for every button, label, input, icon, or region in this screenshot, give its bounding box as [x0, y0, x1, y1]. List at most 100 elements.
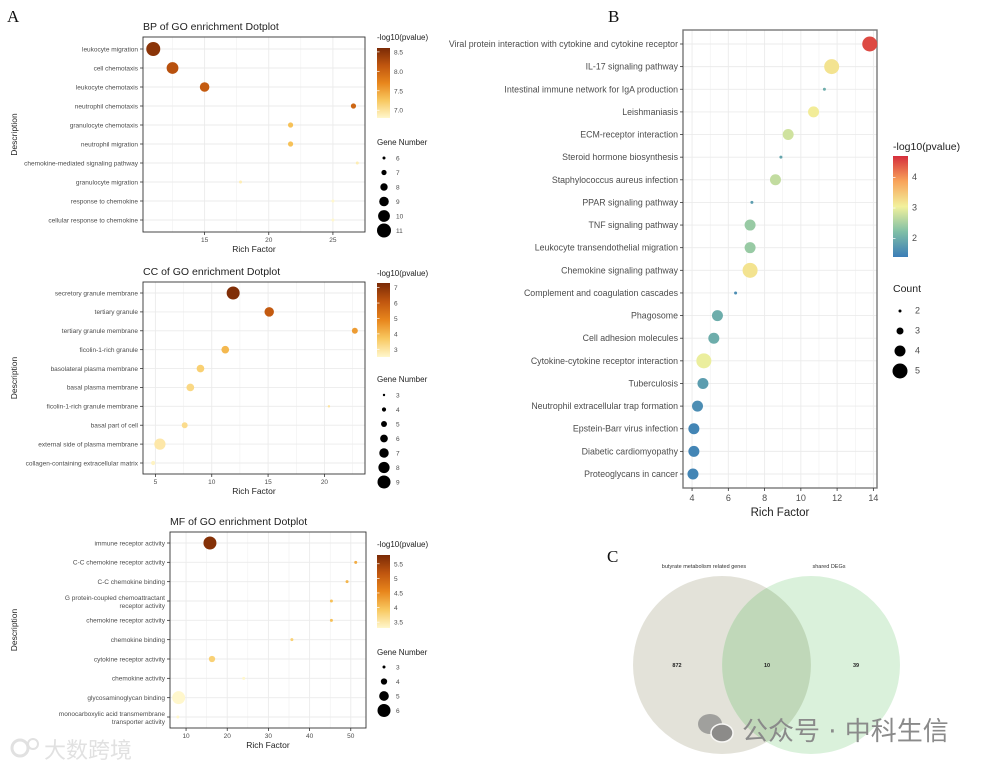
- size-legend-dot: [377, 475, 391, 489]
- y-tick-label: external side of plasma membrane: [38, 441, 138, 448]
- size-legend-dot: [380, 183, 388, 191]
- data-point: [688, 445, 700, 457]
- data-point: [154, 438, 166, 450]
- y-tick-label: chemokine-mediated signaling pathway: [24, 160, 139, 167]
- x-tick-label: 10: [208, 479, 216, 486]
- data-point: [176, 715, 180, 719]
- y-tick-label: Cytokine-cytokine receptor interaction: [531, 356, 678, 366]
- size-legend-title: Count: [893, 283, 921, 295]
- plot-panel: [683, 30, 877, 488]
- colorbar-tick-label: 2: [912, 233, 917, 243]
- dotplot-kegg: Viral protein interaction with cytokine …: [449, 29, 960, 519]
- data-point: [196, 364, 205, 373]
- y-tick-label: response to chemokine: [71, 198, 139, 205]
- y-tick-label: Leishmaniasis: [622, 107, 678, 117]
- y-tick-label: leukocyte migration: [82, 46, 138, 53]
- y-tick-label: basal plasma membrane: [67, 385, 139, 392]
- panel-letter-b: B: [608, 7, 619, 26]
- size-legend-label: 7: [396, 451, 400, 458]
- y-tick-label: secretory granule membrane: [55, 290, 138, 297]
- x-tick-label: 4: [690, 493, 695, 503]
- y-tick-label: leukocyte chemotaxis: [76, 84, 139, 91]
- data-point: [208, 655, 216, 663]
- plot-panel: [143, 282, 365, 474]
- size-legend-title: Gene Number: [377, 648, 428, 657]
- colorbar-tick-label: 4: [394, 605, 398, 612]
- plot-border: [169, 531, 367, 729]
- colorbar-tick-label: 4.5: [394, 590, 403, 597]
- size-legend-label: 4: [396, 407, 400, 414]
- y-tick-label: Cell adhesion molecules: [583, 333, 679, 343]
- y-tick-label: Diabetic cardiomyopathy: [582, 446, 679, 456]
- colorbar-tick-label: 5: [394, 576, 398, 583]
- colorbar-tick-label: 8.5: [394, 49, 403, 56]
- venn-diagram: butyrate metabolism related genes shared …: [633, 564, 900, 754]
- colorbar: [377, 48, 390, 118]
- colorbar-tick-label: 5.5: [394, 561, 403, 568]
- data-point: [290, 638, 294, 642]
- y-tick-label: granulocyte chemotaxis: [70, 122, 139, 129]
- size-legend-dot: [378, 461, 390, 474]
- color-legend-title: -log10(pvalue): [377, 540, 428, 549]
- data-point: [708, 332, 720, 344]
- data-point: [181, 422, 188, 429]
- data-point: [779, 155, 783, 159]
- y-axis-label: Description: [9, 608, 19, 651]
- size-legend-dot: [896, 327, 904, 335]
- color-legend-title: -log10(pvalue): [377, 33, 428, 42]
- size-legend-label: 2: [915, 306, 920, 316]
- size-legend-label: 5: [396, 422, 400, 429]
- y-tick-label: Leukocyte transendothelial migration: [535, 243, 678, 253]
- x-tick-label: 12: [832, 493, 842, 503]
- y-tick-label: ECM-receptor interaction: [580, 130, 678, 140]
- size-legend-title: Gene Number: [377, 375, 428, 384]
- size-legend-label: 6: [396, 708, 400, 715]
- chart-title: CC of GO enrichment Dotplot: [143, 266, 280, 278]
- y-tick-label: TNF signaling pathway: [589, 220, 679, 230]
- colorbar-tick-label: 3.5: [394, 620, 403, 627]
- colorbar-tick-label: 7.0: [394, 108, 403, 115]
- x-axis-label: Rich Factor: [232, 244, 276, 254]
- y-tick-label: Neutrophil extracellular trap formation: [531, 401, 678, 411]
- x-axis-label: Rich Factor: [232, 486, 276, 496]
- colorbar-tick-label: 3: [912, 203, 917, 213]
- colorbar-tick-label: 4: [394, 331, 398, 338]
- y-tick-label: Intestinal immune network for IgA produc…: [504, 84, 678, 94]
- data-point: [355, 161, 359, 165]
- size-legend-label: 4: [915, 346, 920, 356]
- x-tick-label: 15: [264, 479, 272, 486]
- y-tick-label: Phagosome: [631, 311, 678, 321]
- size-legend-label: 3: [396, 665, 400, 672]
- size-legend-label: 9: [396, 480, 400, 487]
- size-legend-dot: [377, 223, 391, 238]
- y-tick-label: chemokine receptor activity: [86, 618, 166, 625]
- x-axis-label: Rich Factor: [246, 740, 290, 750]
- y-tick-label: cell chemotaxis: [94, 65, 139, 72]
- data-point: [172, 691, 186, 705]
- y-tick-label-line: transporter activity: [112, 719, 166, 726]
- data-point: [742, 262, 758, 278]
- size-legend-dot: [381, 169, 387, 176]
- data-point: [711, 310, 723, 322]
- y-tick-label: tertiary granule: [95, 309, 139, 316]
- size-legend-dot: [381, 407, 387, 412]
- y-tick-label: Complement and coagulation cascades: [524, 288, 679, 298]
- y-tick-label: G protein-coupled chemoattractant recepto…: [65, 595, 166, 610]
- x-tick-label: 6: [726, 493, 731, 503]
- y-tick-label: Tuberculosis: [628, 378, 678, 388]
- data-point: [744, 242, 756, 254]
- y-tick-label: tertiary granule membrane: [62, 328, 139, 335]
- data-point: [287, 141, 294, 147]
- wechat-icon: [698, 714, 734, 743]
- size-legend-dot: [379, 691, 389, 701]
- x-tick-label: 10: [182, 733, 190, 740]
- colorbar: [893, 156, 908, 257]
- y-tick-label: PPAR signaling pathway: [582, 197, 678, 207]
- y-tick-label: Epstein-Barr virus infection: [573, 424, 678, 434]
- data-point: [345, 580, 349, 584]
- data-point: [186, 383, 195, 392]
- size-legend-dot: [380, 434, 388, 443]
- size-legend-dot: [378, 210, 390, 222]
- size-legend-label: 6: [396, 436, 400, 443]
